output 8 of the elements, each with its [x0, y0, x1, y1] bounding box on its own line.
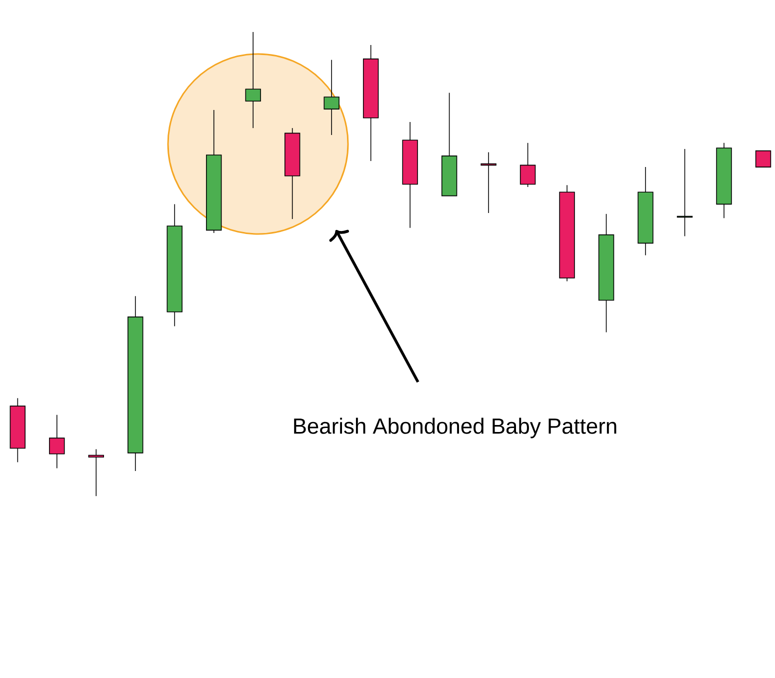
annotation: Bearish Abondoned Baby Pattern — [294, 418, 616, 438]
candlestick — [755, 150, 772, 168]
candlestick — [520, 142, 536, 188]
candlestick — [245, 32, 261, 128]
candlestick — [480, 152, 496, 214]
candlestick — [324, 59, 340, 136]
candlestick — [88, 448, 104, 496]
candlestick — [49, 414, 65, 469]
